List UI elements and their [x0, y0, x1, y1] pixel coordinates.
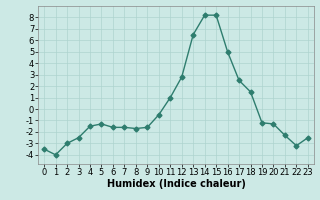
- X-axis label: Humidex (Indice chaleur): Humidex (Indice chaleur): [107, 179, 245, 189]
